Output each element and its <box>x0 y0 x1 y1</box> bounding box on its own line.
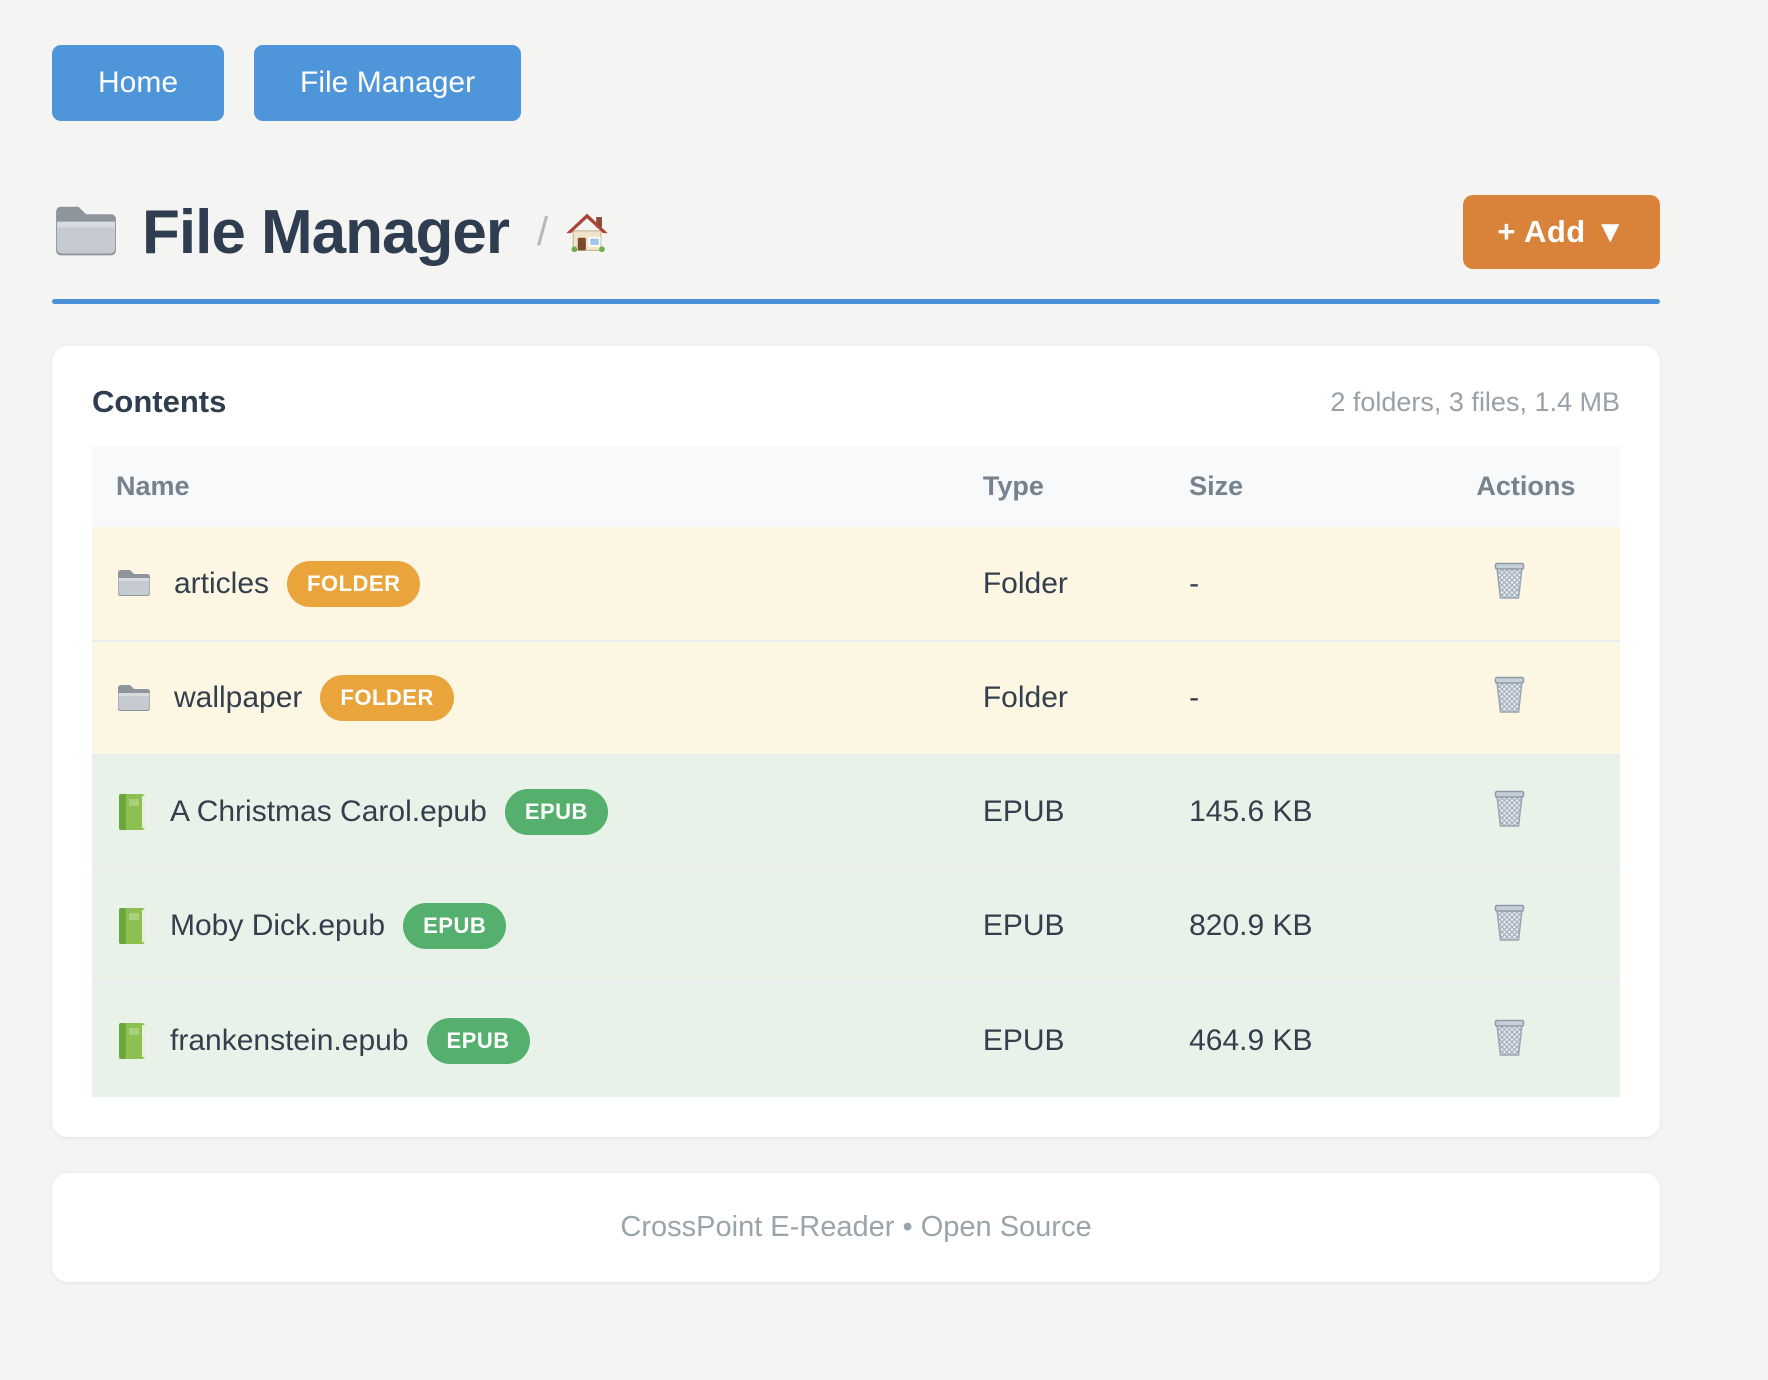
file-badge: EPUB <box>403 903 507 949</box>
file-type: Folder <box>982 681 1068 714</box>
column-header-actions: Actions <box>1476 446 1620 527</box>
trash-icon[interactable] <box>1476 788 1527 828</box>
page: Home File Manager File Manager / <box>52 0 1660 1282</box>
file-size: 820.9 KB <box>1189 909 1313 942</box>
page-header: File Manager / + Add ▼ <box>52 195 1660 269</box>
file-size: 145.6 KB <box>1189 795 1313 828</box>
contents-heading: Contents <box>92 384 227 419</box>
folder-icon <box>116 568 152 599</box>
table-row[interactable]: wallpaper FOLDER Folder - <box>92 641 1620 755</box>
file-badge: EPUB <box>426 1017 530 1064</box>
file-table: Name Type Size Actions articles FOLDER F… <box>92 446 1620 1097</box>
title-wrap: File Manager / <box>52 197 610 268</box>
file-type: Folder <box>982 566 1068 600</box>
file-name[interactable]: articles <box>174 566 270 600</box>
trash-icon[interactable] <box>1476 902 1527 942</box>
file-type: EPUB <box>982 795 1065 828</box>
top-nav: Home File Manager <box>52 45 1660 121</box>
file-name[interactable]: wallpaper <box>174 681 303 714</box>
table-row[interactable]: Moby Dick.epub EPUB EPUB 820.9 KB <box>92 869 1620 983</box>
add-button[interactable]: + Add ▼ <box>1463 195 1660 269</box>
title-underline <box>52 299 1660 304</box>
file-size: - <box>1189 681 1200 714</box>
trash-icon[interactable] <box>1476 1017 1527 1057</box>
book-icon <box>116 1022 148 1060</box>
footer: CrossPoint E-Reader • Open Source <box>52 1173 1660 1282</box>
book-icon <box>116 793 148 831</box>
file-type: EPUB <box>982 1023 1065 1057</box>
column-header-size: Size <box>1189 446 1477 527</box>
book-icon <box>116 907 148 945</box>
table-row[interactable]: articles FOLDER Folder - <box>92 527 1620 641</box>
card-header: Contents 2 folders, 3 files, 1.4 MB <box>92 384 1620 420</box>
trash-icon[interactable] <box>1476 560 1527 600</box>
file-size: - <box>1189 566 1200 600</box>
file-name[interactable]: Moby Dick.epub <box>170 909 386 942</box>
footer-text: CrossPoint E-Reader • Open Source <box>620 1211 1092 1243</box>
file-name[interactable]: frankenstein.epub <box>170 1023 409 1057</box>
file-table-body: articles FOLDER Folder - wallpaper FOLDE… <box>92 527 1620 1097</box>
file-type: EPUB <box>982 909 1065 942</box>
trash-icon[interactable] <box>1476 674 1527 714</box>
table-header-row: Name Type Size Actions <box>92 446 1620 527</box>
file-size: 464.9 KB <box>1189 1023 1313 1057</box>
contents-card: Contents 2 folders, 3 files, 1.4 MB Name… <box>52 346 1660 1137</box>
page-title: File Manager <box>142 197 510 267</box>
table-row[interactable]: frankenstein.epub EPUB EPUB 464.9 KB <box>92 983 1620 1097</box>
table-row[interactable]: A Christmas Carol.epub EPUB EPUB 145.6 K… <box>92 755 1620 869</box>
breadcrumb-separator: / <box>537 209 549 254</box>
column-header-type: Type <box>982 446 1190 527</box>
file-badge: FOLDER <box>287 560 421 607</box>
file-badge: EPUB <box>504 789 608 835</box>
home-button[interactable]: Home <box>52 45 225 121</box>
folder-icon <box>116 683 152 714</box>
folder-icon <box>52 203 120 261</box>
file-badge: FOLDER <box>320 675 454 721</box>
file-manager-button[interactable]: File Manager <box>254 45 522 121</box>
contents-summary: 2 folders, 3 files, 1.4 MB <box>1330 386 1620 417</box>
house-icon[interactable] <box>564 209 610 255</box>
file-name[interactable]: A Christmas Carol.epub <box>170 795 487 828</box>
column-header-name: Name <box>92 446 983 527</box>
